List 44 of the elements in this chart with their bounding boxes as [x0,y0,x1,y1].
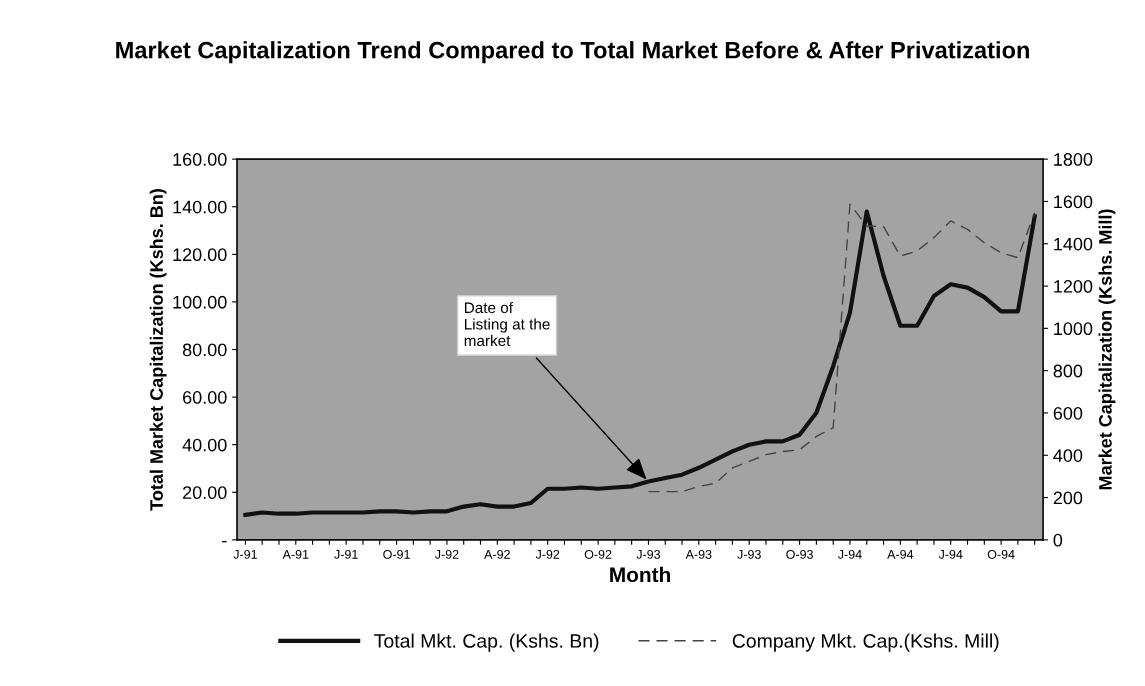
y-tick-label: 100.00 [173,295,227,309]
x-tick-label: J-94 [938,549,963,559]
x-tick-label: J-94 [838,549,862,559]
x-tick-label: A-94 [887,549,914,559]
x-tick-label: A-93 [685,549,712,559]
y-tick-label: 20.00 [183,486,227,500]
y-tick-label: 120.00 [173,248,227,262]
x-axis-title: Month [610,566,670,583]
y-tick-label: 80.00 [182,343,227,357]
y2-tick-label: 1000 [1054,322,1093,336]
x-tick-label: O-92 [584,549,612,559]
y2-tick-label: 1600 [1054,195,1093,209]
x-tick-label: A-91 [282,549,309,559]
line-series [243,209,1037,517]
y-tick-label: 40.00 [182,438,227,452]
y2-tick-label: 400 [1053,449,1083,462]
annotation: Date of Listing at the market [464,301,550,347]
y2-tick-label: 1400 [1054,237,1093,251]
y2-tick-label: 800 [1053,364,1083,378]
y-tick-label: 60.00 [183,391,227,404]
x-tick-label: J-92 [434,549,459,559]
y-tick-label: - [222,540,227,543]
x-tick-label: O-93 [786,549,813,559]
y2-tick-label: 1800 [1054,153,1093,166]
x-tick-label: J-91 [233,549,257,559]
x-tick-label: J-93 [737,549,761,559]
x-tick-label: J-92 [535,549,560,559]
y-tick-label: 160.00 [173,153,227,166]
x-tick-label: O-91 [383,549,410,559]
y-axis-title: Total Market Capitalization (Kshs. Bn) [149,189,167,511]
y2-axis-title: Market Capitalization (Kshs. Mill) [1098,209,1116,490]
x-tick-label: O-94 [987,549,1015,559]
y2-tick-label: 1200 [1054,280,1093,293]
legend-label: Company Mkt. Cap.(Kshs. Mill) [732,633,999,652]
chart-title: Market Capitalization Trend Compared to Total Market Before & After Privatization [116,41,1029,64]
y2-tick-label: 200 [1053,491,1083,505]
x-tick-label: J-91 [334,549,358,559]
y2-tick-label: 600 [1053,406,1083,420]
legend-label: Total Mkt. Cap. (Kshs. Bn) [374,633,599,652]
y-tick-label: 140.00 [173,200,227,214]
y2-tick-label: 0 [1053,533,1063,547]
x-tick-label: J-93 [636,549,661,559]
x-tick-label: A-92 [484,549,510,559]
line-series [647,203,1036,493]
